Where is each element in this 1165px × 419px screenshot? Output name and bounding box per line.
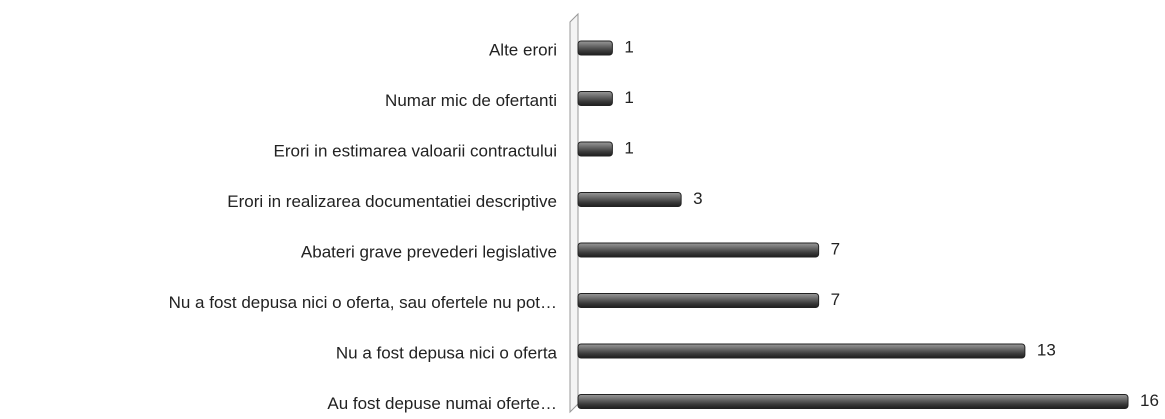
bar <box>577 91 613 106</box>
value-label: 16 <box>1140 391 1159 410</box>
category-label: Numar mic de ofertanti <box>385 91 557 110</box>
bar <box>577 242 820 258</box>
category-label: Nu a fost depusa nici o oferta, sau ofer… <box>169 293 557 312</box>
bar <box>577 192 682 207</box>
bar <box>577 394 1129 409</box>
bar <box>577 293 820 308</box>
bar <box>577 141 613 157</box>
category-label: Erori in estimarea valoarii contractului <box>274 141 557 160</box>
value-label: 3 <box>693 189 702 208</box>
value-label: 7 <box>831 239 840 258</box>
category-label: Abateri grave prevederi legislative <box>301 242 557 261</box>
bar <box>577 343 1026 359</box>
category-label: Au fost depuse numai oferte… <box>327 394 557 413</box>
category-label: Erori in realizarea documentatiei descri… <box>227 192 557 211</box>
category-label: Alte erori <box>489 40 557 59</box>
bar <box>577 40 613 56</box>
value-label: 1 <box>624 138 633 157</box>
value-label: 13 <box>1037 340 1056 359</box>
value-label: 7 <box>831 290 840 309</box>
axis-wall <box>569 12 579 414</box>
category-label: Nu a fost depusa nici o oferta <box>336 343 558 362</box>
value-label: 1 <box>624 88 633 107</box>
value-label: 1 <box>624 37 633 56</box>
